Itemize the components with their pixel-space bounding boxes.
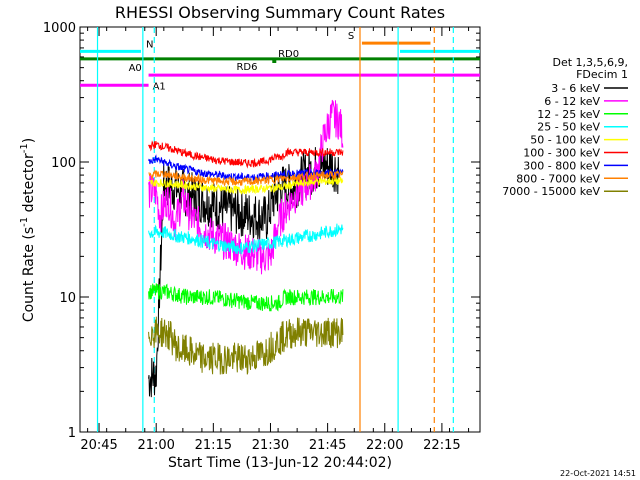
flag-label: A1: [153, 81, 166, 92]
series-line: [148, 316, 344, 375]
series-lines: [148, 99, 344, 398]
y-axis-label: Count Rate (s-1 detector-1): [19, 138, 37, 322]
y-label-sup: -1: [19, 143, 30, 153]
plot-frame: [79, 26, 481, 433]
y-tick-label: 10: [59, 291, 76, 306]
rd0-marker: [272, 58, 277, 63]
flag-label: S: [348, 31, 354, 42]
x-tick-label: 22:15: [423, 438, 460, 453]
x-tick-label: 21:15: [195, 438, 232, 453]
y-label-sup: -1: [19, 217, 30, 227]
y-tick-label: 1: [68, 426, 76, 441]
x-axis-ticks: 20:45 21:00 21:15 21:30 21:45 22:00 22:15: [80, 27, 470, 453]
flag-bars: N S RD6 RD0 A0 A1: [80, 31, 480, 92]
series-line: [148, 283, 344, 312]
legend-entry-label: 50 - 100 keV: [530, 134, 600, 147]
x-tick-label: 21:00: [137, 438, 174, 453]
y-label-part: ): [21, 138, 37, 143]
y-axis-ticks: 1 10 100 1000: [43, 21, 480, 441]
legend-entry-label: 25 - 50 keV: [537, 121, 600, 134]
flag-label: N: [146, 39, 153, 50]
legend-entry-label: 12 - 25 keV: [537, 108, 600, 121]
footer-date: 22-Oct-2021 14:51: [560, 469, 636, 478]
y-label-part: detector: [21, 153, 37, 217]
legend-entry-label: 3 - 6 keV: [551, 82, 600, 95]
vertical-markers: [96, 27, 454, 432]
legend-entry-label: 7000 - 15000 keV: [502, 185, 600, 198]
x-axis-label: Start Time (13-Jun-12 20:44:02): [168, 455, 392, 471]
x-tick-label: 21:45: [309, 438, 346, 453]
legend-header: Det 1,3,5,6,9,: [552, 56, 628, 69]
legend-entry-label: 300 - 800 keV: [523, 159, 600, 172]
y-tick-label: 1000: [43, 21, 76, 36]
series-line: [148, 154, 344, 183]
flag-label: RD6: [236, 62, 257, 73]
legend-entry-label: 6 - 12 keV: [544, 95, 600, 108]
flag-label: RD0: [278, 49, 299, 60]
legend-header: FDecim 1: [576, 68, 628, 81]
series-line: [148, 223, 344, 255]
y-label-part: Count Rate (s: [21, 227, 37, 322]
flag-label: A0: [129, 63, 142, 74]
y-tick-label: 100: [51, 156, 76, 171]
chart-title: RHESSI Observing Summary Count Rates: [115, 3, 445, 22]
series-line: [148, 169, 344, 187]
x-tick-label: 20:45: [80, 438, 117, 453]
series-line: [148, 140, 344, 169]
legend-entry-label: 800 - 7000 keV: [516, 172, 600, 185]
legend-entry-label: 100 - 300 keV: [523, 147, 600, 160]
series-line: [148, 176, 344, 195]
x-tick-label: 21:30: [252, 438, 289, 453]
x-tick-label: 22:00: [366, 438, 403, 453]
